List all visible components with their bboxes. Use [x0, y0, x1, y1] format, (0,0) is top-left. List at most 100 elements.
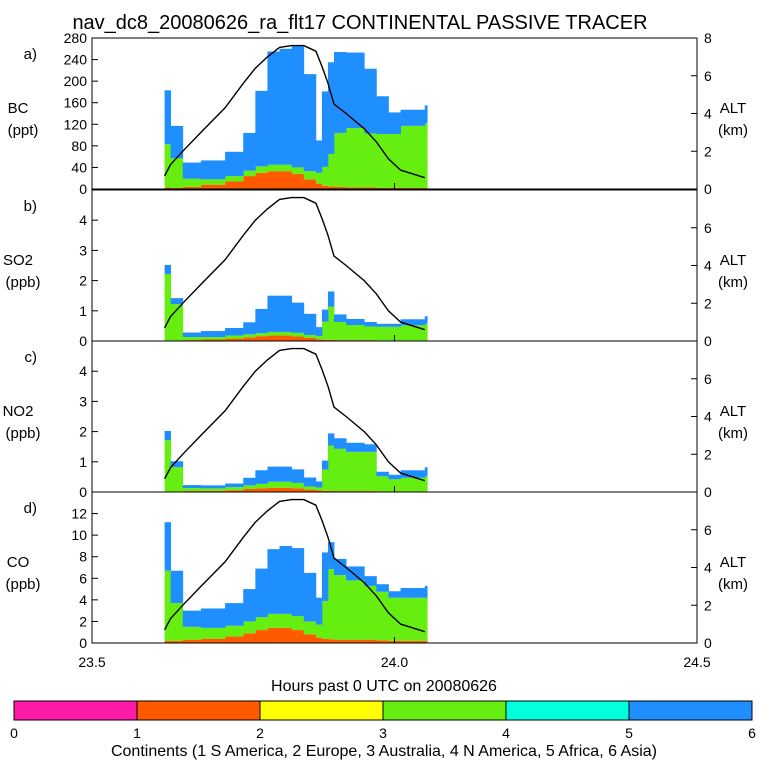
bar-asia	[388, 591, 401, 598]
y-tick-label: 8	[79, 549, 87, 565]
bar-europe	[200, 184, 226, 189]
bar-asia	[200, 485, 226, 489]
panel-letter: b)	[24, 198, 37, 215]
bar-europe	[279, 487, 293, 492]
bar-europe	[346, 639, 365, 643]
y-tick-label: 3	[79, 393, 87, 409]
species-label: SO2	[3, 252, 33, 269]
colorbar-swatch	[505, 700, 630, 721]
colorbar-tick-label: 1	[133, 725, 141, 741]
bar-asia	[346, 442, 365, 452]
bar-n-america	[400, 125, 426, 188]
bar-n-america	[400, 597, 426, 641]
figure-title: nav_dc8_20080626_ra_flt17 CONTINENTAL PA…	[72, 12, 647, 34]
colorbar-tick-label: 5	[625, 725, 633, 741]
y-tick-label: 1	[79, 303, 87, 319]
bar-asia	[327, 291, 335, 307]
bar-europe	[291, 488, 305, 492]
bar-n-america	[321, 166, 329, 186]
bar-asia	[376, 471, 389, 477]
bar-asia	[225, 603, 244, 626]
bar-asia	[321, 460, 329, 470]
bar-n-america	[327, 306, 335, 340]
colorbar-label: Continents (1 S America, 2 Europe, 3 Aus…	[111, 743, 657, 760]
bar-asia	[334, 558, 347, 576]
bar-n-america	[164, 570, 172, 641]
bar-n-america	[303, 621, 317, 635]
bar-europe	[327, 186, 335, 189]
bar-asia	[424, 585, 428, 598]
bar-europe	[225, 636, 244, 643]
bar-asia	[424, 316, 428, 324]
bar-europe	[334, 186, 347, 189]
bar-n-america	[327, 153, 335, 187]
bar-n-america	[315, 624, 323, 638]
y-tick-label: 0	[79, 484, 87, 500]
panel-letter: c)	[25, 349, 38, 366]
bar-n-america	[364, 326, 377, 341]
bar-europe	[279, 335, 293, 341]
y-tick-label: 4	[79, 212, 87, 228]
bar-asia	[279, 295, 293, 332]
bar-europe	[170, 187, 184, 189]
bar-n-america	[279, 164, 293, 172]
bar-europe	[200, 339, 226, 341]
bar-n-america	[291, 167, 305, 174]
alt-unit: (km)	[718, 425, 748, 442]
bar-europe	[327, 339, 335, 341]
bar-n-america	[376, 476, 389, 492]
bar-europe	[267, 335, 280, 341]
bar-asia	[364, 444, 377, 452]
bar-asia	[164, 90, 172, 145]
bar-n-america	[315, 487, 323, 491]
bar-europe	[164, 640, 172, 643]
alt-tick-label: 2	[704, 597, 712, 613]
bar-n-america	[164, 440, 172, 492]
bar-n-america	[182, 337, 202, 341]
bar-n-america	[291, 332, 305, 337]
bar-n-america	[364, 451, 377, 492]
bar-n-america	[255, 617, 268, 631]
bar-n-america	[400, 477, 426, 492]
bar-asia	[315, 140, 323, 173]
bar-n-america	[164, 144, 172, 188]
bar-europe	[315, 339, 323, 341]
bar-europe	[327, 639, 335, 643]
alt-tick-label: 4	[704, 409, 712, 425]
alt-tick-label: 0	[704, 181, 712, 197]
bar-asia	[327, 62, 335, 154]
bar-n-america	[321, 600, 329, 639]
bar-europe	[315, 490, 323, 492]
bar-europe	[315, 637, 323, 643]
panel-bc: 0 40 80 120 160 200 240 280 0 2 4 6 8 a) BC (ppt) ALT (km…	[8, 30, 748, 197]
bar-asia	[327, 433, 335, 446]
y-tick-label: 120	[64, 116, 88, 132]
bar-n-america	[334, 321, 347, 341]
bar-n-america	[267, 331, 280, 336]
bar-europe	[291, 336, 305, 341]
bar-europe	[303, 489, 317, 492]
bar-europe	[225, 338, 244, 341]
bar-asia	[400, 319, 426, 326]
bar-europe	[182, 186, 202, 189]
bar-europe	[327, 490, 335, 492]
bar-europe	[400, 187, 426, 189]
bar-europe	[321, 490, 329, 492]
bar-asia	[388, 112, 401, 134]
bar-n-america	[334, 132, 347, 187]
bar-n-america	[315, 336, 323, 340]
bar-asia	[315, 481, 323, 488]
bar-europe	[321, 185, 329, 189]
bar-asia	[200, 160, 226, 180]
alt-tick-label: 4	[704, 560, 712, 576]
alt-tick-label: 2	[704, 446, 712, 462]
altitude-line	[163, 347, 426, 482]
bar-europe	[364, 639, 377, 643]
bar-n-america	[170, 467, 184, 492]
bar-europe	[255, 488, 268, 492]
bar-europe	[376, 640, 389, 643]
bar-asia	[279, 545, 293, 614]
bar-europe	[321, 638, 329, 643]
bar-asia	[279, 48, 293, 165]
bar-asia	[255, 470, 268, 484]
